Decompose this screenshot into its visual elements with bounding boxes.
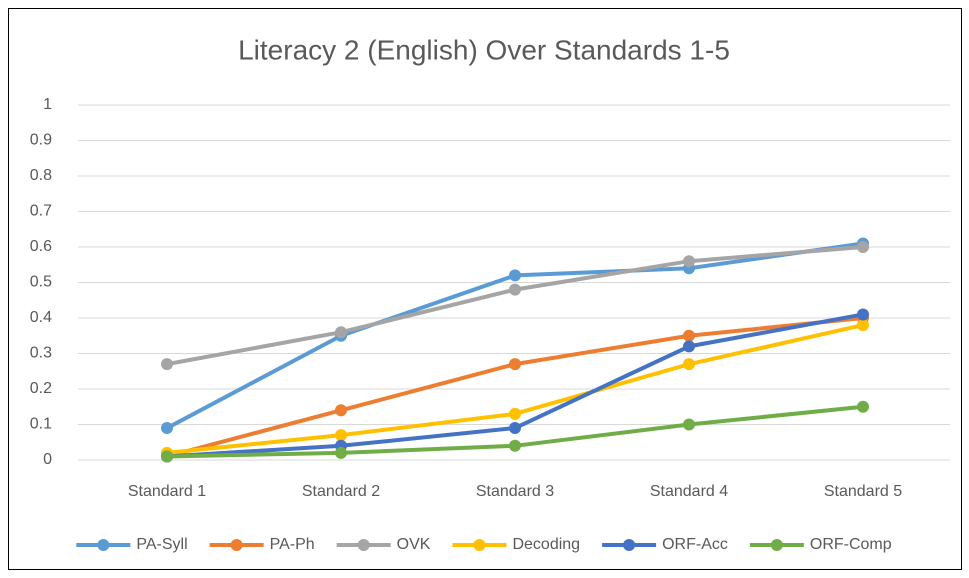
legend-label: PA-Syll [136, 536, 187, 553]
legend-marker [357, 539, 370, 551]
data-point [509, 422, 521, 435]
legend-label: ORF-Comp [810, 536, 892, 553]
chart-border [8, 8, 962, 570]
legend-label: OVK [397, 536, 431, 553]
x-tick-label: Standard 1 [128, 483, 206, 500]
data-point [509, 407, 521, 420]
data-point [683, 358, 695, 371]
data-point [509, 358, 521, 371]
data-point [161, 422, 173, 435]
x-tick-label: Standard 4 [650, 483, 728, 500]
legend-marker [97, 539, 110, 551]
y-tick-label: 0.7 [30, 203, 52, 220]
x-tick-label: Standard 2 [302, 483, 380, 500]
data-point [161, 358, 173, 371]
y-tick-label: 1 [43, 96, 52, 113]
y-tick-label: 0.5 [30, 274, 52, 291]
data-point [509, 269, 521, 282]
y-tick-label: 0.1 [30, 416, 52, 433]
x-tick-label: Standard 5 [824, 483, 902, 500]
data-point [509, 283, 521, 296]
data-point [335, 326, 347, 339]
data-point [857, 241, 869, 253]
y-tick-label: 0.2 [30, 380, 52, 397]
data-point [509, 439, 521, 452]
data-point [683, 418, 695, 431]
data-point [683, 255, 695, 268]
legend-marker [473, 539, 486, 551]
y-tick-label: 0.9 [30, 132, 52, 149]
legend-label: ORF-Acc [662, 536, 728, 553]
data-point [857, 400, 869, 413]
data-point [161, 450, 173, 463]
legend-label: PA-Ph [270, 536, 315, 553]
data-point [857, 319, 869, 332]
y-tick-label: 0 [43, 451, 52, 468]
data-point [683, 340, 695, 353]
legend: PA-Syll PA-Ph OVK Decoding ORF-Acc ORF-Comp [76, 536, 892, 553]
legend-marker [230, 539, 243, 551]
data-point [335, 404, 347, 417]
data-point [335, 446, 347, 459]
y-tick-label: 0.4 [30, 309, 52, 326]
legend-label: Decoding [512, 536, 580, 553]
data-point [857, 308, 869, 321]
chart-title: Literacy 2 (English) Over Standards 1-5 [238, 34, 730, 65]
x-tick-label: Standard 3 [476, 483, 554, 500]
y-tick-label: 0.6 [30, 238, 52, 255]
legend-marker [770, 539, 783, 551]
y-tick-label: 0.8 [30, 167, 52, 184]
data-point [683, 329, 695, 342]
y-tick-label: 0.3 [30, 345, 52, 362]
legend-marker [623, 539, 636, 551]
data-point [335, 429, 347, 442]
